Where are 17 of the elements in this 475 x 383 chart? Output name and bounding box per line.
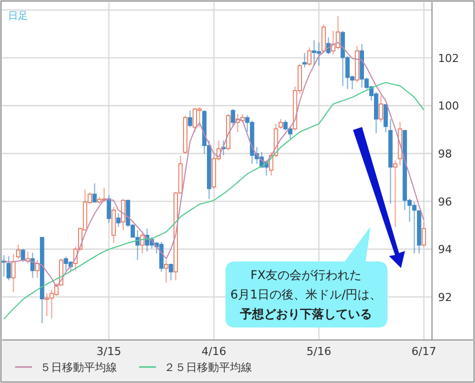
annotation: FX友の会が行われた: [250, 268, 362, 282]
x-tick-label: 6/17: [412, 345, 436, 358]
y-tick-label: 96: [438, 195, 452, 208]
y-tick-label: 94: [438, 243, 452, 256]
legend-label: ２５日移動平均線: [164, 361, 252, 374]
annotation: 日足: [8, 11, 28, 22]
annotation: 予想どおり下落している: [239, 307, 372, 321]
x-tick-label: 3/15: [96, 345, 122, 358]
annotation: 6月1日の後、米ドル/円は、: [230, 288, 382, 302]
y-tick-label: 102: [438, 52, 459, 65]
callout: FX友の会が行われた 6月1日の後、米ドル/円は、 予想どおり下落している: [226, 228, 388, 328]
x-tick-label: 5/16: [306, 345, 332, 358]
y-tick-label: 98: [438, 147, 452, 160]
y-tick-label: 100: [438, 100, 459, 113]
y-tick-label: 92: [438, 290, 452, 304]
x-tick-label: 4/16: [202, 345, 226, 358]
legend-label: ５日移動平均線: [40, 361, 117, 374]
